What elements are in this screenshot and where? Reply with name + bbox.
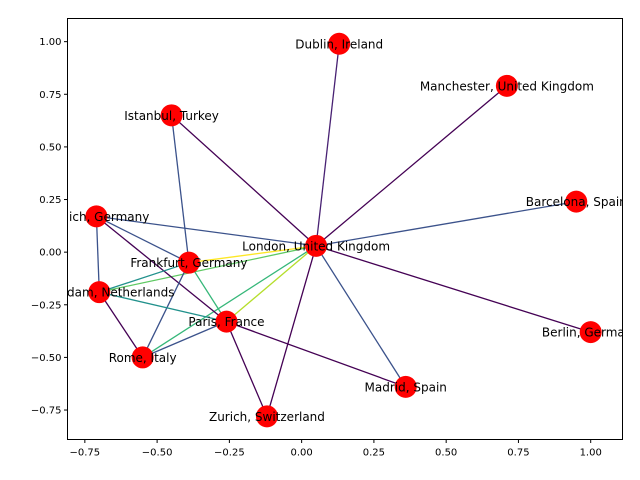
- node-label-amsterdam: Amsterdam, Netherlands: [24, 286, 174, 300]
- node-label-manchester: Manchester, United Kingdom: [420, 79, 594, 93]
- y-tick-label: 0.25: [39, 195, 61, 206]
- edge-london-istanbul: [171, 114, 317, 247]
- node-zurich: [255, 405, 278, 428]
- edge-london-berlin: [315, 245, 591, 333]
- node-label-frankfurt: Frankfurt, Germany: [130, 256, 247, 270]
- edge-paris-rome: [142, 321, 227, 359]
- edge-london-rome: [142, 245, 317, 358]
- edge-paris-madrid: [226, 321, 406, 388]
- y-tick-label: 0.75: [39, 90, 61, 101]
- labels-layer: London, United Kingdom Dublin, Ireland Man…: [24, 37, 640, 424]
- edges-layer: [95, 43, 591, 417]
- node-label-istanbul: Istanbul, Turkey: [124, 109, 219, 123]
- y-tick-label: 0.50: [39, 142, 61, 153]
- node-dublin: [328, 32, 351, 55]
- edge-paris-zurich: [225, 321, 268, 417]
- node-label-london: London, United Kingdom: [242, 239, 390, 253]
- edge-london-munich: [96, 215, 317, 247]
- node-label-paris: Paris, France: [188, 315, 264, 329]
- edge-london-manchester: [315, 85, 508, 247]
- node-paris: [215, 310, 238, 333]
- x-tick-label: 1.00: [580, 448, 602, 459]
- node-frankfurt: [177, 251, 200, 274]
- y-tick-label: −0.75: [31, 406, 62, 417]
- node-label-dublin: Dublin, Ireland: [295, 37, 383, 51]
- node-madrid: [394, 375, 417, 398]
- y-axis: −0.75 −0.50 −0.25 0.00 0.25 0.50 0.75 1.00: [31, 37, 68, 417]
- edge-london-zurich: [266, 245, 317, 417]
- node-rome: [131, 346, 154, 369]
- edge-london-barcelona: [315, 200, 577, 247]
- x-tick-label: 0.25: [363, 448, 385, 459]
- node-munich: [85, 205, 108, 228]
- node-berlin: [579, 321, 602, 344]
- edge-london-paris: [226, 245, 317, 323]
- y-tick-label: 0.00: [39, 248, 61, 259]
- x-tick-label: 0.00: [291, 448, 313, 459]
- node-label-munich: Munich, Germany: [43, 210, 149, 224]
- node-amsterdam: [88, 281, 111, 304]
- node-label-berlin: Berlin, Germany: [542, 326, 640, 340]
- edge-frankfurt-paris: [188, 262, 228, 322]
- x-tick-label: 0.50: [435, 448, 457, 459]
- node-label-zurich: Zurich, Switzerland: [209, 410, 325, 424]
- edge-amsterdam-paris: [99, 291, 227, 323]
- edge-amsterdam-rome: [98, 291, 144, 358]
- x-tick-label: −0.75: [70, 448, 101, 459]
- edge-london-dublin: [315, 43, 340, 246]
- y-tick-label: −0.25: [31, 300, 62, 311]
- edge-london-madrid: [315, 245, 407, 388]
- node-manchester: [495, 74, 518, 97]
- node-istanbul: [160, 104, 183, 127]
- node-barcelona: [565, 190, 588, 213]
- edge-london-amsterdam: [99, 245, 317, 293]
- x-tick-label: 0.75: [507, 448, 529, 459]
- node-label-barcelona: Barcelona, Spain: [526, 195, 627, 209]
- node-london: [305, 234, 328, 257]
- y-tick-label: 1.00: [39, 37, 61, 48]
- edge-munich-frankfurt: [96, 215, 190, 264]
- edge-istanbul-frankfurt: [170, 115, 190, 263]
- edge-munich-amsterdam: [95, 216, 100, 293]
- edge-london-frankfurt: [188, 245, 317, 264]
- plot-frame: [67, 18, 623, 440]
- edge-frankfurt-amsterdam: [99, 262, 190, 293]
- x-axis: −0.75 −0.50 −0.25 0.00 0.25 0.50 0.75 1.00: [70, 439, 602, 459]
- nodes-layer: [85, 32, 602, 428]
- y-tick-label: −0.50: [31, 353, 62, 364]
- x-tick-label: −0.25: [214, 448, 245, 459]
- node-label-rome: Rome, Italy: [109, 351, 177, 365]
- edge-frankfurt-rome: [142, 262, 190, 358]
- x-tick-label: −0.50: [142, 448, 173, 459]
- edge-munich-paris: [95, 215, 227, 323]
- node-label-madrid: Madrid, Spain: [365, 380, 447, 394]
